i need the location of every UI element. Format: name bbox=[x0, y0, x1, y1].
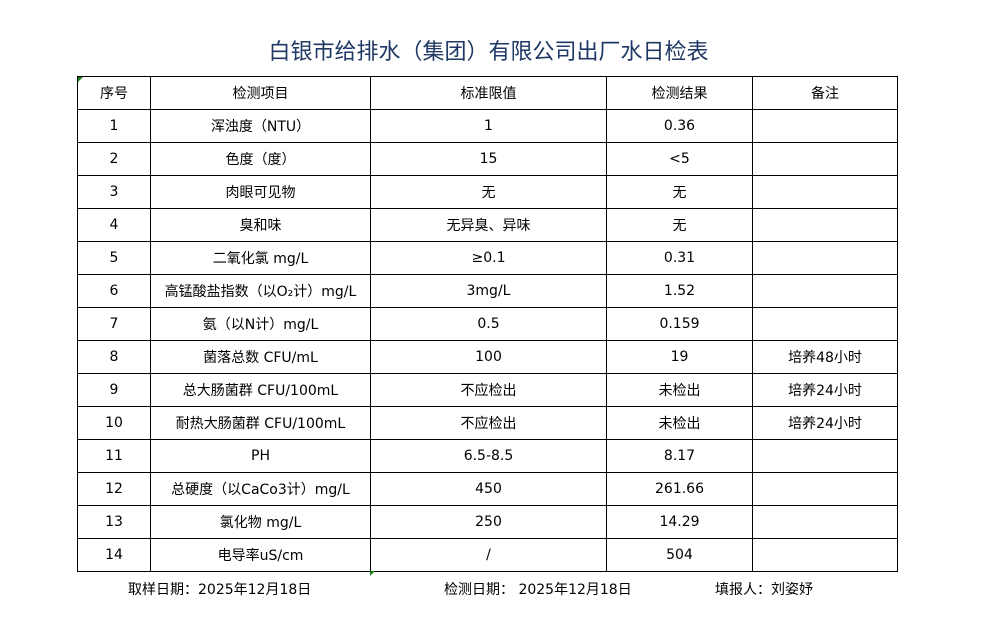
table-cell: 100 bbox=[370, 340, 607, 374]
table-cell: 浑浊度（NTU） bbox=[150, 109, 371, 143]
table-cell: 8.17 bbox=[606, 439, 753, 473]
table-row: 2 色度（度） 15 <5 bbox=[77, 142, 898, 176]
table-cell: 无 bbox=[606, 208, 753, 242]
cell-marker-icon bbox=[370, 571, 375, 576]
table-cell: 1.52 bbox=[606, 274, 753, 308]
table-cell: 250 bbox=[370, 505, 607, 539]
table-cell: 培养24小时 bbox=[752, 406, 898, 440]
table-row: 9 总大肠菌群 CFU/100mL 不应检出 未检出 培养24小时 bbox=[77, 373, 898, 407]
table-cell bbox=[752, 208, 898, 242]
table-row: 4 臭和味 无异臭、异味无 bbox=[77, 208, 898, 242]
table-cell: <5 bbox=[606, 142, 753, 176]
table-cell: 臭和味 bbox=[150, 208, 371, 242]
table-cell: 氯化物 mg/L bbox=[150, 505, 371, 539]
header-cell: 标准限值 bbox=[370, 76, 607, 110]
inspection-table: 序号 检测项目 标准限值 检测结果 备注 1 浑浊度（NTU） 1 0.36 2 色度（度… bbox=[77, 76, 898, 572]
table-cell: 色度（度） bbox=[150, 142, 371, 176]
table-row: 7 氨（以N计）mg/L 0.5 0.159 bbox=[77, 307, 898, 341]
table-cell bbox=[752, 472, 898, 506]
table-cell: 14 bbox=[77, 538, 151, 572]
table-cell: 0.36 bbox=[606, 109, 753, 143]
table-cell: 4 bbox=[77, 208, 151, 242]
table-cell: 15 bbox=[370, 142, 607, 176]
table-cell: 电导率uS/cm bbox=[150, 538, 371, 572]
table-row: 8 菌落总数 CFU/mL 100 19 培养48小时 bbox=[77, 340, 898, 374]
table-cell: 9 bbox=[77, 373, 151, 407]
table-row: 3 肉眼可见物无无 bbox=[77, 175, 898, 209]
table-cell: 未检出 bbox=[606, 373, 753, 407]
table-cell: PH bbox=[150, 439, 371, 473]
table-cell: 504 bbox=[606, 538, 753, 572]
table-cell: 不应检出 bbox=[370, 406, 607, 440]
table-cell: 7 bbox=[77, 307, 151, 341]
table-cell bbox=[752, 538, 898, 572]
table-cell: 无异臭、异味 bbox=[370, 208, 607, 242]
table-cell: 未检出 bbox=[606, 406, 753, 440]
reporter: 填报人：刘姿妤 bbox=[715, 582, 813, 598]
table-row: 13 氯化物 mg/L 250 14.29 bbox=[77, 505, 898, 539]
table-cell: 高锰酸盐指数（以O₂计）mg/L bbox=[150, 274, 371, 308]
table-cell: 菌落总数 CFU/mL bbox=[150, 340, 371, 374]
table-cell: 耐热大肠菌群 CFU/100mL bbox=[150, 406, 371, 440]
table-cell: 3 bbox=[77, 175, 151, 209]
table-cell: 5 bbox=[77, 241, 151, 275]
table-cell: ≥0.1 bbox=[370, 241, 607, 275]
table-row: 10 耐热大肠菌群 CFU/100mL 不应检出 未检出 培养24小时 bbox=[77, 406, 898, 440]
table-row: 11 PH 6.5-8.5 8.17 bbox=[77, 439, 898, 473]
header-cell: 序号 bbox=[77, 76, 151, 110]
page-title: 白银市给排水（集团）有限公司出厂水日检表 bbox=[268, 40, 709, 65]
table-cell: 6 bbox=[77, 274, 151, 308]
sample-date: 取样日期：2025年12月18日 bbox=[128, 582, 312, 598]
table-cell: 培养24小时 bbox=[752, 373, 898, 407]
table-cell: 0.31 bbox=[606, 241, 753, 275]
table-cell: 1 bbox=[370, 109, 607, 143]
table-cell bbox=[752, 505, 898, 539]
table-cell: 2 bbox=[77, 142, 151, 176]
table-cell: 8 bbox=[77, 340, 151, 374]
table-cell: 13 bbox=[77, 505, 151, 539]
header-cell: 检测结果 bbox=[606, 76, 753, 110]
table-row: 14 电导率uS/cm/504 bbox=[77, 538, 898, 572]
table-cell: 培养48小时 bbox=[752, 340, 898, 374]
table-cell: 11 bbox=[77, 439, 151, 473]
table-row: 1 浑浊度（NTU） 1 0.36 bbox=[77, 109, 898, 143]
table-cell: 12 bbox=[77, 472, 151, 506]
table-cell: 无 bbox=[606, 175, 753, 209]
table-cell: 肉眼可见物 bbox=[150, 175, 371, 209]
table-row: 12 总硬度（以CaCo3计）mg/L 450 261.66 bbox=[77, 472, 898, 506]
table-cell: 450 bbox=[370, 472, 607, 506]
table-cell: 1 bbox=[77, 109, 151, 143]
table-cell: 氨（以N计）mg/L bbox=[150, 307, 371, 341]
table-cell bbox=[752, 274, 898, 308]
table-cell: 6.5-8.5 bbox=[370, 439, 607, 473]
table-cell bbox=[752, 307, 898, 341]
table-cell bbox=[752, 439, 898, 473]
table-row: 5 二氧化氯 mg/L ≥0.1 0.31 bbox=[77, 241, 898, 275]
table-cell: 无 bbox=[370, 175, 607, 209]
table-cell: 二氧化氯 mg/L bbox=[150, 241, 371, 275]
table-cell: 总硬度（以CaCo3计）mg/L bbox=[150, 472, 371, 506]
table-cell: 19 bbox=[606, 340, 753, 374]
table-cell: 261.66 bbox=[606, 472, 753, 506]
header-cell: 检测项目 bbox=[150, 76, 371, 110]
table-cell: 10 bbox=[77, 406, 151, 440]
table-cell bbox=[752, 175, 898, 209]
header-cell: 备注 bbox=[752, 76, 898, 110]
table-cell: 0.159 bbox=[606, 307, 753, 341]
table-cell: 3mg/L bbox=[370, 274, 607, 308]
table-cell bbox=[752, 241, 898, 275]
table-header-row: 序号 检测项目 标准限值 检测结果 备注 bbox=[77, 76, 898, 110]
table-cell: 14.29 bbox=[606, 505, 753, 539]
table-cell: 总大肠菌群 CFU/100mL bbox=[150, 373, 371, 407]
table-cell: 0.5 bbox=[370, 307, 607, 341]
table-cell: / bbox=[370, 538, 607, 572]
table-cell bbox=[752, 109, 898, 143]
table-cell bbox=[752, 142, 898, 176]
table-row: 6 高锰酸盐指数（以O₂计）mg/L 3mg/L 1.52 bbox=[77, 274, 898, 308]
test-date: 检测日期： 2025年12月18日 bbox=[444, 582, 632, 598]
table-cell: 不应检出 bbox=[370, 373, 607, 407]
